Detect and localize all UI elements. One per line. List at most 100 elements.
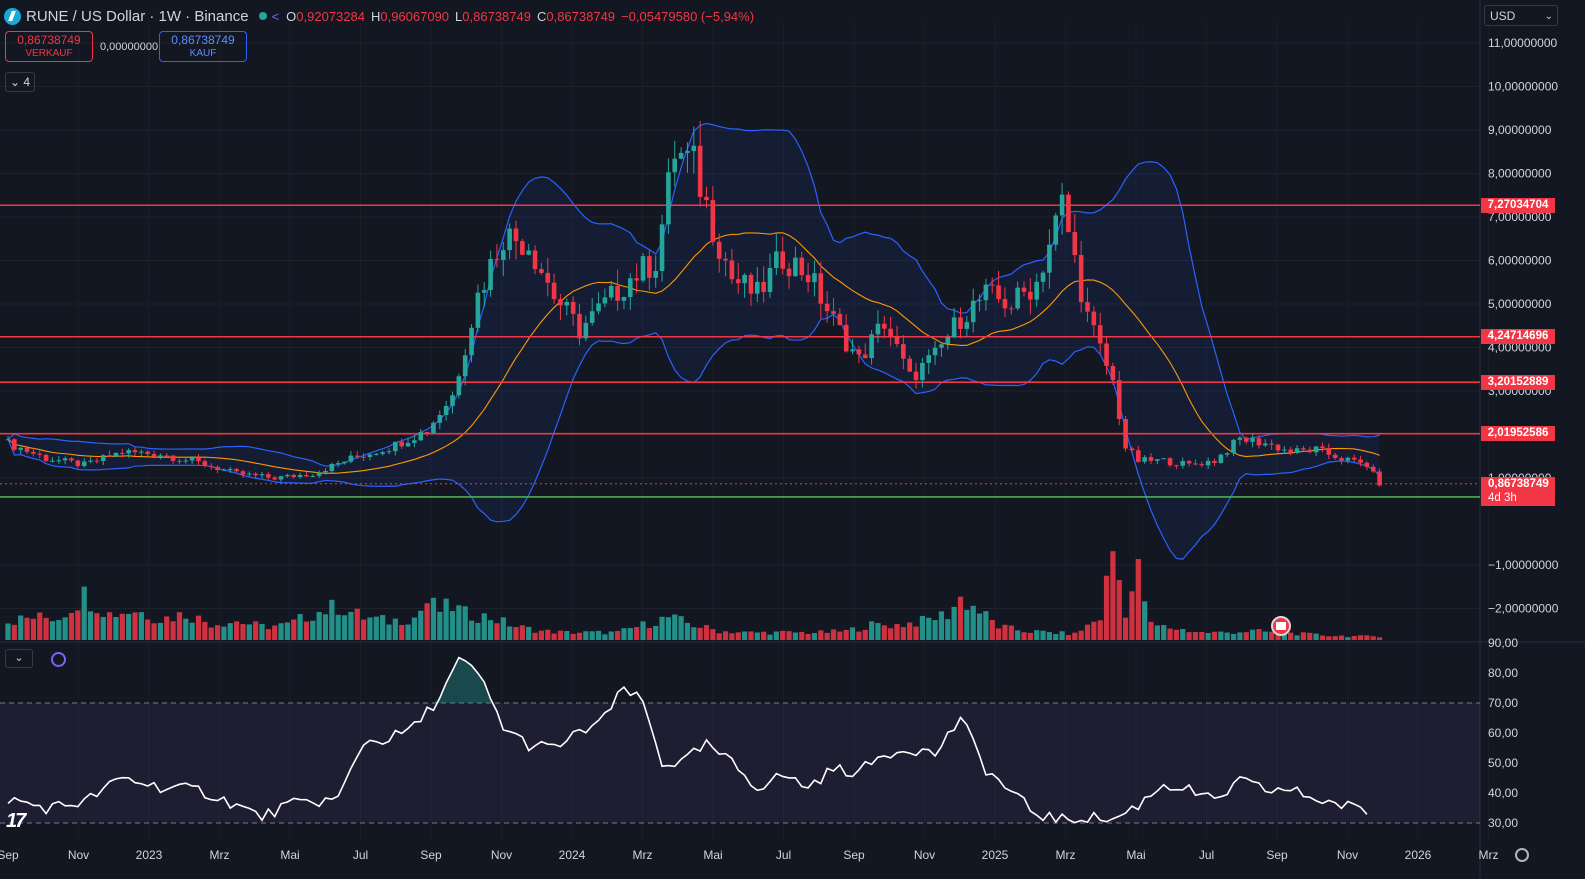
volume-bar	[11, 624, 17, 640]
candle-body	[1212, 460, 1217, 463]
candle-body	[107, 455, 112, 457]
ohlc-low: L0,86738749	[455, 8, 531, 24]
volume-bar	[919, 615, 925, 640]
volume-bar	[303, 621, 310, 640]
candle-body	[12, 439, 17, 450]
volume-bar	[583, 631, 589, 640]
volume-bar	[272, 625, 278, 640]
volume-bar	[335, 614, 341, 640]
volume-bar	[37, 612, 43, 640]
candle-body	[1237, 437, 1243, 440]
candle-body	[824, 303, 830, 312]
volume-bar	[1084, 624, 1091, 640]
candle-body	[983, 284, 989, 301]
candle-body	[685, 151, 690, 153]
volume-bar	[456, 605, 462, 640]
candle-body	[907, 358, 912, 372]
candle-body	[1243, 437, 1249, 442]
indicator-toggle[interactable]: ⌄ 4	[5, 72, 35, 92]
ohlc-open: O0,92073284	[286, 8, 365, 24]
time-axis-label: Nov	[914, 848, 935, 862]
candle-body	[348, 455, 354, 462]
candle-body	[196, 457, 201, 462]
candle-body	[774, 251, 779, 268]
price-axis-label: 9,00000000	[1488, 123, 1552, 137]
volume-bar	[259, 623, 265, 640]
time-axis-label: Sep	[0, 848, 19, 862]
candle-body	[1155, 459, 1160, 461]
candle-body	[913, 371, 919, 380]
price-axis-label: 8,00000000	[1488, 167, 1552, 181]
volume-bar	[595, 630, 602, 640]
rsi-settings-icon[interactable]	[51, 652, 66, 667]
volume-bar	[1167, 628, 1173, 640]
price-level-tag[interactable]: 4,24714696	[1481, 329, 1555, 345]
candle-body	[958, 317, 963, 329]
candle-body	[596, 303, 601, 312]
volume-bar	[488, 620, 494, 640]
candle-body	[1199, 464, 1205, 466]
volume-bar	[1364, 635, 1370, 640]
volume-bar	[75, 610, 81, 640]
volume-bar	[1230, 633, 1237, 640]
candle-body	[1275, 444, 1281, 451]
buy-price: 0,86738749	[171, 33, 235, 47]
candle-body	[970, 300, 976, 323]
candle-body	[380, 452, 385, 454]
candle-body	[393, 441, 398, 452]
candle-body	[50, 460, 55, 462]
candle-body	[977, 300, 982, 302]
volume-bar	[634, 627, 640, 640]
volume-bar	[824, 632, 830, 640]
candle-body	[697, 145, 703, 197]
current-price-tag[interactable]: 0,86738749 4d 3h	[1481, 476, 1555, 506]
volume-bar	[126, 613, 132, 640]
gear-icon[interactable]	[1515, 848, 1529, 862]
symbol-title[interactable]: RUNE / US Dollar · 1W · Binance	[26, 7, 249, 25]
candle-body	[1161, 458, 1166, 460]
candle-body	[1186, 461, 1192, 464]
volume-bar	[30, 618, 36, 640]
candle-body	[158, 455, 163, 457]
candle-body	[240, 471, 246, 475]
tradingview-logo[interactable]: 17	[6, 810, 26, 832]
candle-body	[1250, 438, 1255, 442]
share-icon[interactable]: <	[271, 8, 280, 24]
candle-body	[1104, 343, 1109, 367]
candle-body	[1002, 299, 1008, 309]
candle-body	[1053, 215, 1059, 245]
candle-body	[488, 258, 493, 291]
buy-button[interactable]: 0,86738749 KAUF	[159, 31, 247, 62]
candle-body	[812, 273, 817, 283]
volume-bar	[932, 620, 938, 640]
volume-bar	[1142, 601, 1148, 640]
candle-body	[786, 268, 792, 277]
candle-body	[1028, 291, 1033, 300]
rsi-pane-toggle[interactable]: ⌄	[5, 649, 33, 668]
volume-bar	[602, 634, 608, 640]
price-level-tag[interactable]: 2,01952586	[1481, 426, 1555, 442]
candle-body	[621, 297, 627, 301]
volume-bar	[513, 627, 519, 640]
time-axis-label: Mrz	[1479, 848, 1499, 862]
candle-body	[615, 285, 620, 301]
volume-bar	[1046, 632, 1052, 640]
us-flag-icon[interactable]	[1271, 616, 1291, 636]
candle-body	[1288, 449, 1293, 453]
indicator-count: 4	[23, 75, 31, 89]
price-level-tag[interactable]: 7,27034704	[1481, 197, 1555, 213]
volume-bar	[392, 618, 398, 640]
candle-body	[901, 344, 906, 359]
candle-body	[520, 241, 525, 255]
volume-bar	[1313, 633, 1319, 640]
volume-bar	[284, 622, 290, 640]
volume-bar	[1078, 630, 1084, 640]
spread-value: 0,00000000	[100, 41, 159, 53]
price-level-tag[interactable]: 3,20152889	[1481, 374, 1555, 390]
candle-body	[894, 336, 900, 345]
currency-select[interactable]: USD ⌄	[1484, 5, 1558, 26]
sell-button[interactable]: 0,86738749 VERKAUF	[5, 31, 93, 62]
rsi-axis-label: 60,00	[1488, 726, 1518, 740]
volume-bar	[100, 616, 106, 640]
